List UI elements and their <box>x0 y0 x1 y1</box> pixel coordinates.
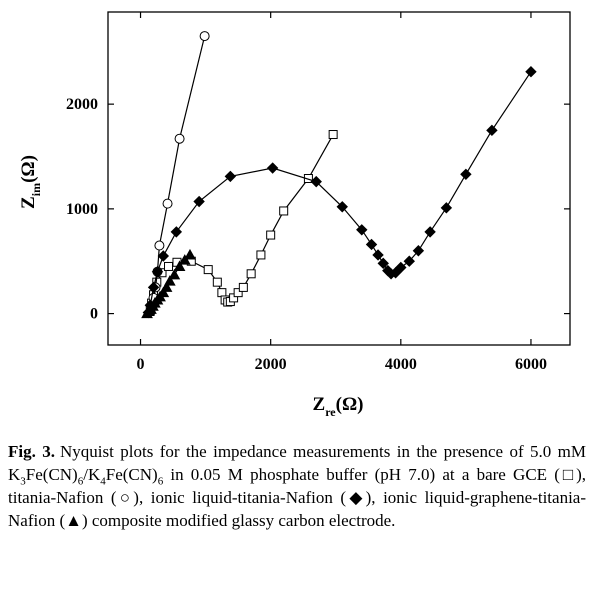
marker-diamond <box>310 175 322 188</box>
marker-diamond <box>365 238 378 251</box>
marker-square <box>328 130 338 140</box>
caption-text: Fe(CN) <box>105 465 158 484</box>
marker-diamond <box>356 224 368 236</box>
marker-diamond <box>151 265 164 278</box>
marker-square <box>279 206 289 216</box>
marker-diamond <box>424 226 436 238</box>
caption-text: Fe(CN) <box>25 465 78 484</box>
marker-triangle <box>160 281 173 292</box>
caption-sub: 6 <box>77 475 84 488</box>
x-label-sub: re <box>325 405 336 419</box>
marker-triangle <box>168 268 181 280</box>
y-label-main: Z <box>18 196 39 209</box>
marker-square <box>229 293 239 303</box>
marker-triangle <box>163 275 176 286</box>
y-tick-label: 0 <box>90 306 98 323</box>
series-line <box>147 71 532 313</box>
x-tick-label: 0 <box>137 356 145 373</box>
marker-square <box>233 288 243 298</box>
marker-square <box>256 250 266 260</box>
marker-square <box>246 269 256 279</box>
marker-diamond <box>377 257 389 270</box>
marker-diamond <box>336 201 348 213</box>
y-label-unit: (Ω) <box>18 155 39 183</box>
x-label-unit: (Ω) <box>336 394 364 415</box>
marker-triangle <box>184 248 196 260</box>
x-tick-label: 6000 <box>515 356 547 373</box>
marker-diamond <box>412 245 425 257</box>
x-label-main: Z <box>313 394 326 415</box>
caption: Fig. 3. Nyquist plots for the impedance m… <box>8 440 586 532</box>
marker-circle <box>199 31 210 42</box>
marker-diamond <box>525 65 537 78</box>
marker-triangle <box>178 254 191 265</box>
marker-diamond <box>486 124 498 137</box>
marker-diamond <box>372 249 384 261</box>
caption-sub: 3 <box>20 475 26 488</box>
marker-square <box>212 277 222 287</box>
marker-square <box>164 261 174 271</box>
marker-diamond <box>395 261 407 274</box>
marker-diamond <box>157 250 170 262</box>
marker-square <box>217 288 227 298</box>
y-label-sub: im <box>29 183 43 196</box>
marker-diamond <box>193 195 205 208</box>
caption-text: /K <box>83 465 101 484</box>
y-tick-label: 2000 <box>66 96 98 113</box>
caption-text: Nyquist plots for the impedance measurem… <box>8 442 586 484</box>
marker-square <box>266 230 276 240</box>
caption-label: Fig. 3. <box>8 442 56 461</box>
x-tick-label: 2000 <box>255 356 287 373</box>
marker-square <box>238 282 248 292</box>
marker-diamond <box>403 255 415 267</box>
y-tick-label: 1000 <box>66 201 98 218</box>
marker-circle <box>162 198 173 209</box>
caption-sub: 4 <box>100 475 106 488</box>
marker-diamond <box>147 281 160 294</box>
marker-diamond <box>440 202 453 214</box>
caption-text: in 0.05 M phosphate buffer (pH 7.0) at a… <box>8 465 586 530</box>
caption-sub: 6 <box>157 475 164 488</box>
marker-diamond <box>266 162 279 174</box>
marker-circle <box>174 133 185 144</box>
x-axis-label: Zre(Ω) <box>313 394 364 419</box>
plot-frame <box>107 11 571 346</box>
marker-circle <box>154 240 165 251</box>
marker-triangle <box>173 260 186 271</box>
marker-diamond <box>224 170 237 183</box>
y-axis-label: Zim(Ω) <box>18 155 43 209</box>
marker-triangle <box>157 286 170 298</box>
marker-diamond <box>460 168 472 181</box>
marker-diamond <box>170 226 183 238</box>
x-tick-label: 4000 <box>385 356 417 373</box>
marker-square <box>203 265 213 275</box>
